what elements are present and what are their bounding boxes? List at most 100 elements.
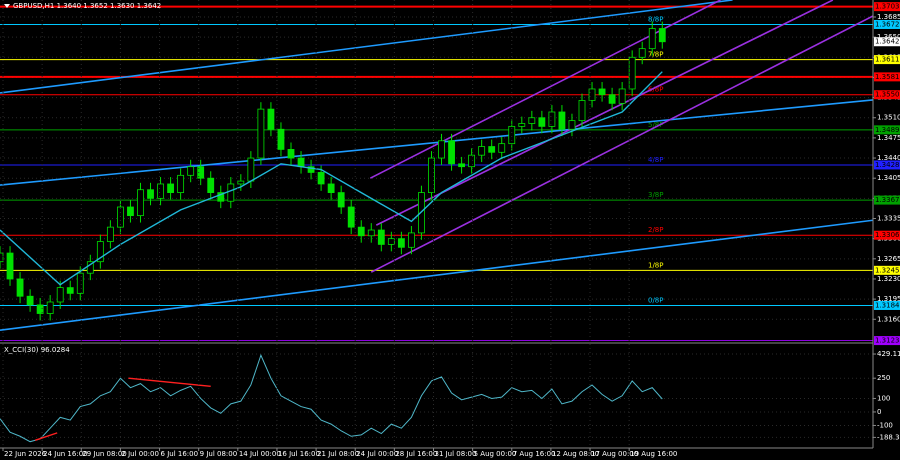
candle-body [187,166,195,176]
candle-body [658,28,666,43]
y-tick-label: 1.3265 [877,255,900,263]
candle-body [157,183,164,199]
x-tick-label: 28 Jul 16:00 [395,450,437,458]
trend-line [370,15,873,273]
candle-body [317,172,325,185]
level-price-label: 1.3611 [875,56,900,64]
x-tick-label: 12 Aug 08:00 [552,450,599,458]
candle-body [528,117,536,124]
trend-line [375,0,834,226]
candle-body [267,108,275,130]
candle-body [488,146,496,153]
y-tick-label: 429.1136 [877,350,900,358]
candle-body [227,183,235,202]
candle-body [448,140,455,165]
candle-body [367,229,375,237]
x-tick-label: 21 Jul 08:00 [317,450,359,458]
level-price-box [874,55,900,65]
bid-price-box [874,37,900,47]
level-price-label: 1.3245 [875,266,900,274]
candle-body [36,304,44,314]
x-tick-label: 19 Aug 16:00 [630,450,677,458]
candle-body [548,111,556,127]
candle-body [468,154,476,168]
x-tick-label: 14 Jul 00:00 [239,450,281,458]
candle-body [408,232,415,248]
candle-body [197,166,205,179]
level-price-box [874,300,900,310]
y-tick-label: 1.3685 [877,13,900,21]
candle-body [177,174,185,193]
trend-line [0,219,873,332]
candle-body [518,123,526,127]
candle-body [147,189,154,199]
level-price-label: 1.3550 [875,91,900,99]
candle-body [558,111,566,130]
candle-body [26,295,34,306]
candle-body [357,226,365,237]
candle-body [76,272,84,294]
y-tick-label: 1.3160 [877,315,900,323]
x-tick-label: 5 Aug 00:00 [474,450,517,458]
candle-body [297,157,305,168]
price-panel: 8/8P 7/8P 6/8P 5/8P 4/8P 3/8P 2/8P 1/8P 0/8P [0,0,873,341]
candle-body [86,261,94,274]
candle-body [277,128,285,150]
y-tick-label: 1.3230 [877,275,900,283]
y-tick-label: 250 [877,374,890,382]
x-tick-label: 24 Jun 16:00 [43,450,87,458]
candle-body [127,206,134,217]
y-tick-label: 1.3440 [877,154,900,162]
y-tick-label: 100 [877,394,890,402]
level-price-box [874,230,900,240]
level-name: 0/8P [648,296,664,304]
y-tick-label: 0 [877,408,881,416]
candle-body [106,226,114,242]
symbol-icon [4,4,10,8]
y-tick-label: 1.3510 [877,114,900,122]
candle-body [16,278,24,297]
candle-body [397,238,405,248]
candle-body [207,177,215,193]
candle-body [287,149,295,159]
level-name: 7/8P [648,51,664,59]
candle-body [6,252,14,280]
candle-body [237,180,245,185]
x-tick-label: 9 Jul 08:00 [200,450,238,458]
y-tick-label: 1.3405 [877,174,900,182]
level-price-label: 1.3428 [875,161,900,169]
bid-price-label: 1.3642 [875,38,900,46]
candle-body [117,206,124,228]
x-tick-label: 7 Aug 16:00 [513,450,556,458]
candle-body [387,238,395,245]
candle-body [578,100,586,122]
chart-title: GBPUSD,H1 1.3640 1.3652 1.3630 1.3642 [13,2,161,10]
level-price-box [874,72,900,82]
level-price-box [874,90,900,100]
level-name: 1/8P [648,261,664,269]
candle-body [56,287,64,303]
candle-body [508,125,516,145]
y-tick-label: -188.334 [877,433,900,441]
candle-body [478,146,486,156]
level-price-label: 1.3672 [875,20,900,28]
level-price-box [874,125,900,135]
level-price-box [874,19,900,29]
candle-body [247,157,255,182]
level-price-box [874,195,900,205]
level-price-label: 1.3489 [875,126,900,134]
candle-body [0,252,4,263]
candle-body [628,56,636,90]
divergence-line [128,377,211,388]
candle-body [568,120,576,130]
level-price-box [874,265,900,275]
level-price-box [874,336,900,346]
x-tick-label: 29 Jun 08:00 [82,450,126,458]
candle-body [498,143,506,153]
x-tick-label: 31 Jul 08:00 [434,450,476,458]
candle-body [538,117,546,127]
y-tick-label: 1.3650 [877,33,900,41]
trend-line [0,99,873,186]
